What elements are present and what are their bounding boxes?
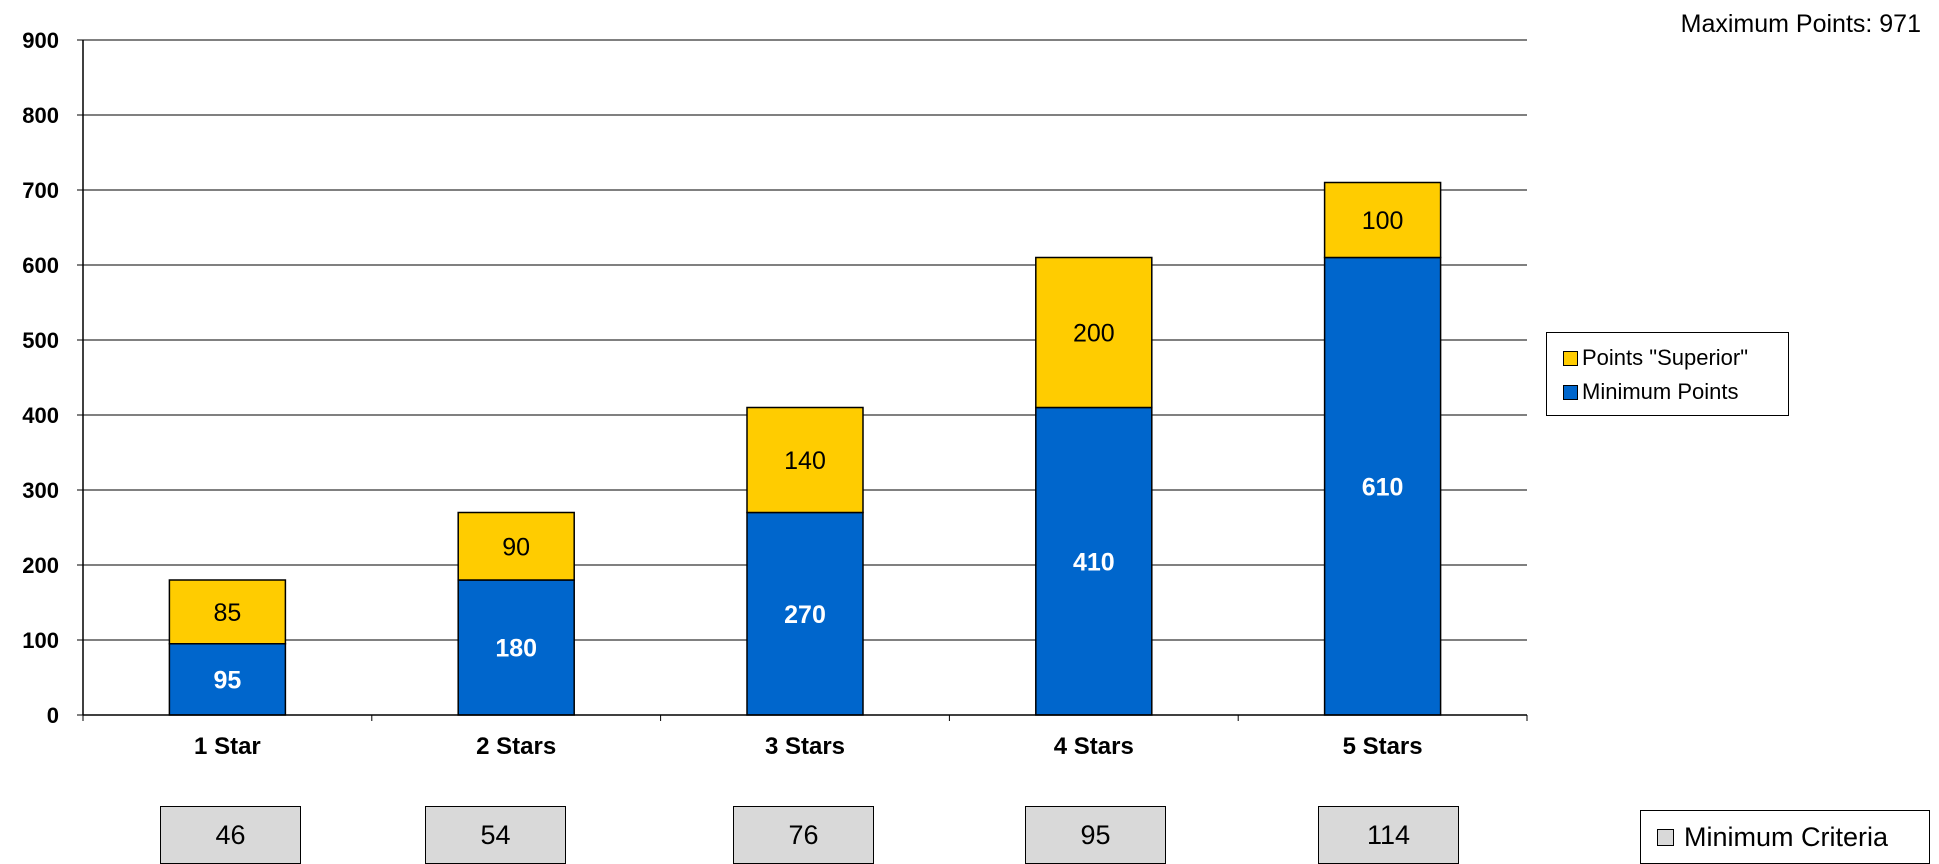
legend-item-minimum: Minimum Points xyxy=(1563,375,1788,409)
y-tick-label: 400 xyxy=(22,403,59,428)
bar-segment-superior xyxy=(1323,181,1442,259)
criteria-box-2-stars: 54 xyxy=(425,806,566,864)
y-tick-label: 0 xyxy=(47,703,59,728)
chart-legend: Points "Superior" Minimum Points xyxy=(1546,332,1789,416)
bar-segment-minimum xyxy=(1323,256,1442,716)
y-tick-label: 500 xyxy=(22,328,59,353)
data-label-superior: 200 xyxy=(1073,320,1115,348)
legend-swatch-superior xyxy=(1563,350,1578,366)
y-tick-label: 800 xyxy=(22,103,59,128)
data-label-minimum: 270 xyxy=(784,601,826,629)
y-tick-label: 300 xyxy=(22,478,59,503)
data-label-minimum: 410 xyxy=(1073,548,1115,576)
bar-segment-minimum xyxy=(168,643,287,716)
bars xyxy=(168,181,1442,716)
criteria-legend-swatch xyxy=(1657,828,1674,846)
y-tick-label: 600 xyxy=(22,253,59,278)
data-label-minimum: 95 xyxy=(213,666,241,694)
criteria-legend: Minimum Criteria xyxy=(1640,810,1930,864)
x-category-label: 2 Stars xyxy=(476,733,556,760)
y-tick-label: 200 xyxy=(22,553,59,578)
criteria-box-1-star: 46 xyxy=(160,806,301,864)
legend-label-superior: Points "Superior" xyxy=(1582,345,1749,370)
bar-segment-superior xyxy=(168,579,287,645)
maximum-points-label: Maximum Points: 971 xyxy=(1680,10,1921,38)
y-tick-label: 700 xyxy=(22,178,59,203)
criteria-box-4-stars: 95 xyxy=(1025,806,1166,864)
data-label-minimum: 180 xyxy=(495,635,537,663)
gridlines xyxy=(83,39,1527,641)
data-label-superior: 100 xyxy=(1362,207,1404,235)
criteria-legend-label: Minimum Criteria xyxy=(1684,821,1889,852)
y-tick-label: 100 xyxy=(22,628,59,653)
axes: 0 100 200 300 400 500 600 700 800 900 xyxy=(22,28,1528,728)
data-label-superior: 140 xyxy=(784,447,826,475)
legend-label-minimum: Minimum Points xyxy=(1582,379,1739,404)
criteria-box-3-stars: 76 xyxy=(733,806,874,864)
bar-segment-superior xyxy=(1035,256,1153,409)
data-label-minimum: 610 xyxy=(1362,473,1404,501)
legend-swatch-minimum xyxy=(1563,384,1578,400)
x-category-label: 5 Stars xyxy=(1343,733,1423,760)
legend-item-superior: Points "Superior" xyxy=(1563,341,1788,375)
labels: 95 85 1 Star 180 90 2 Stars 270 140 3 Stars 410 20… xyxy=(194,207,1423,760)
y-tick-label: 900 xyxy=(22,28,59,53)
x-category-label: 1 Star xyxy=(194,733,261,760)
x-category-label: 4 Stars xyxy=(1054,733,1134,760)
data-label-superior: 85 xyxy=(213,599,241,627)
bar-segment-superior xyxy=(746,406,864,514)
bar-segment-superior xyxy=(457,511,575,581)
x-category-label: 3 Stars xyxy=(765,733,845,760)
data-label-superior: 90 xyxy=(502,533,530,561)
criteria-box-5-stars: 114 xyxy=(1318,806,1459,864)
